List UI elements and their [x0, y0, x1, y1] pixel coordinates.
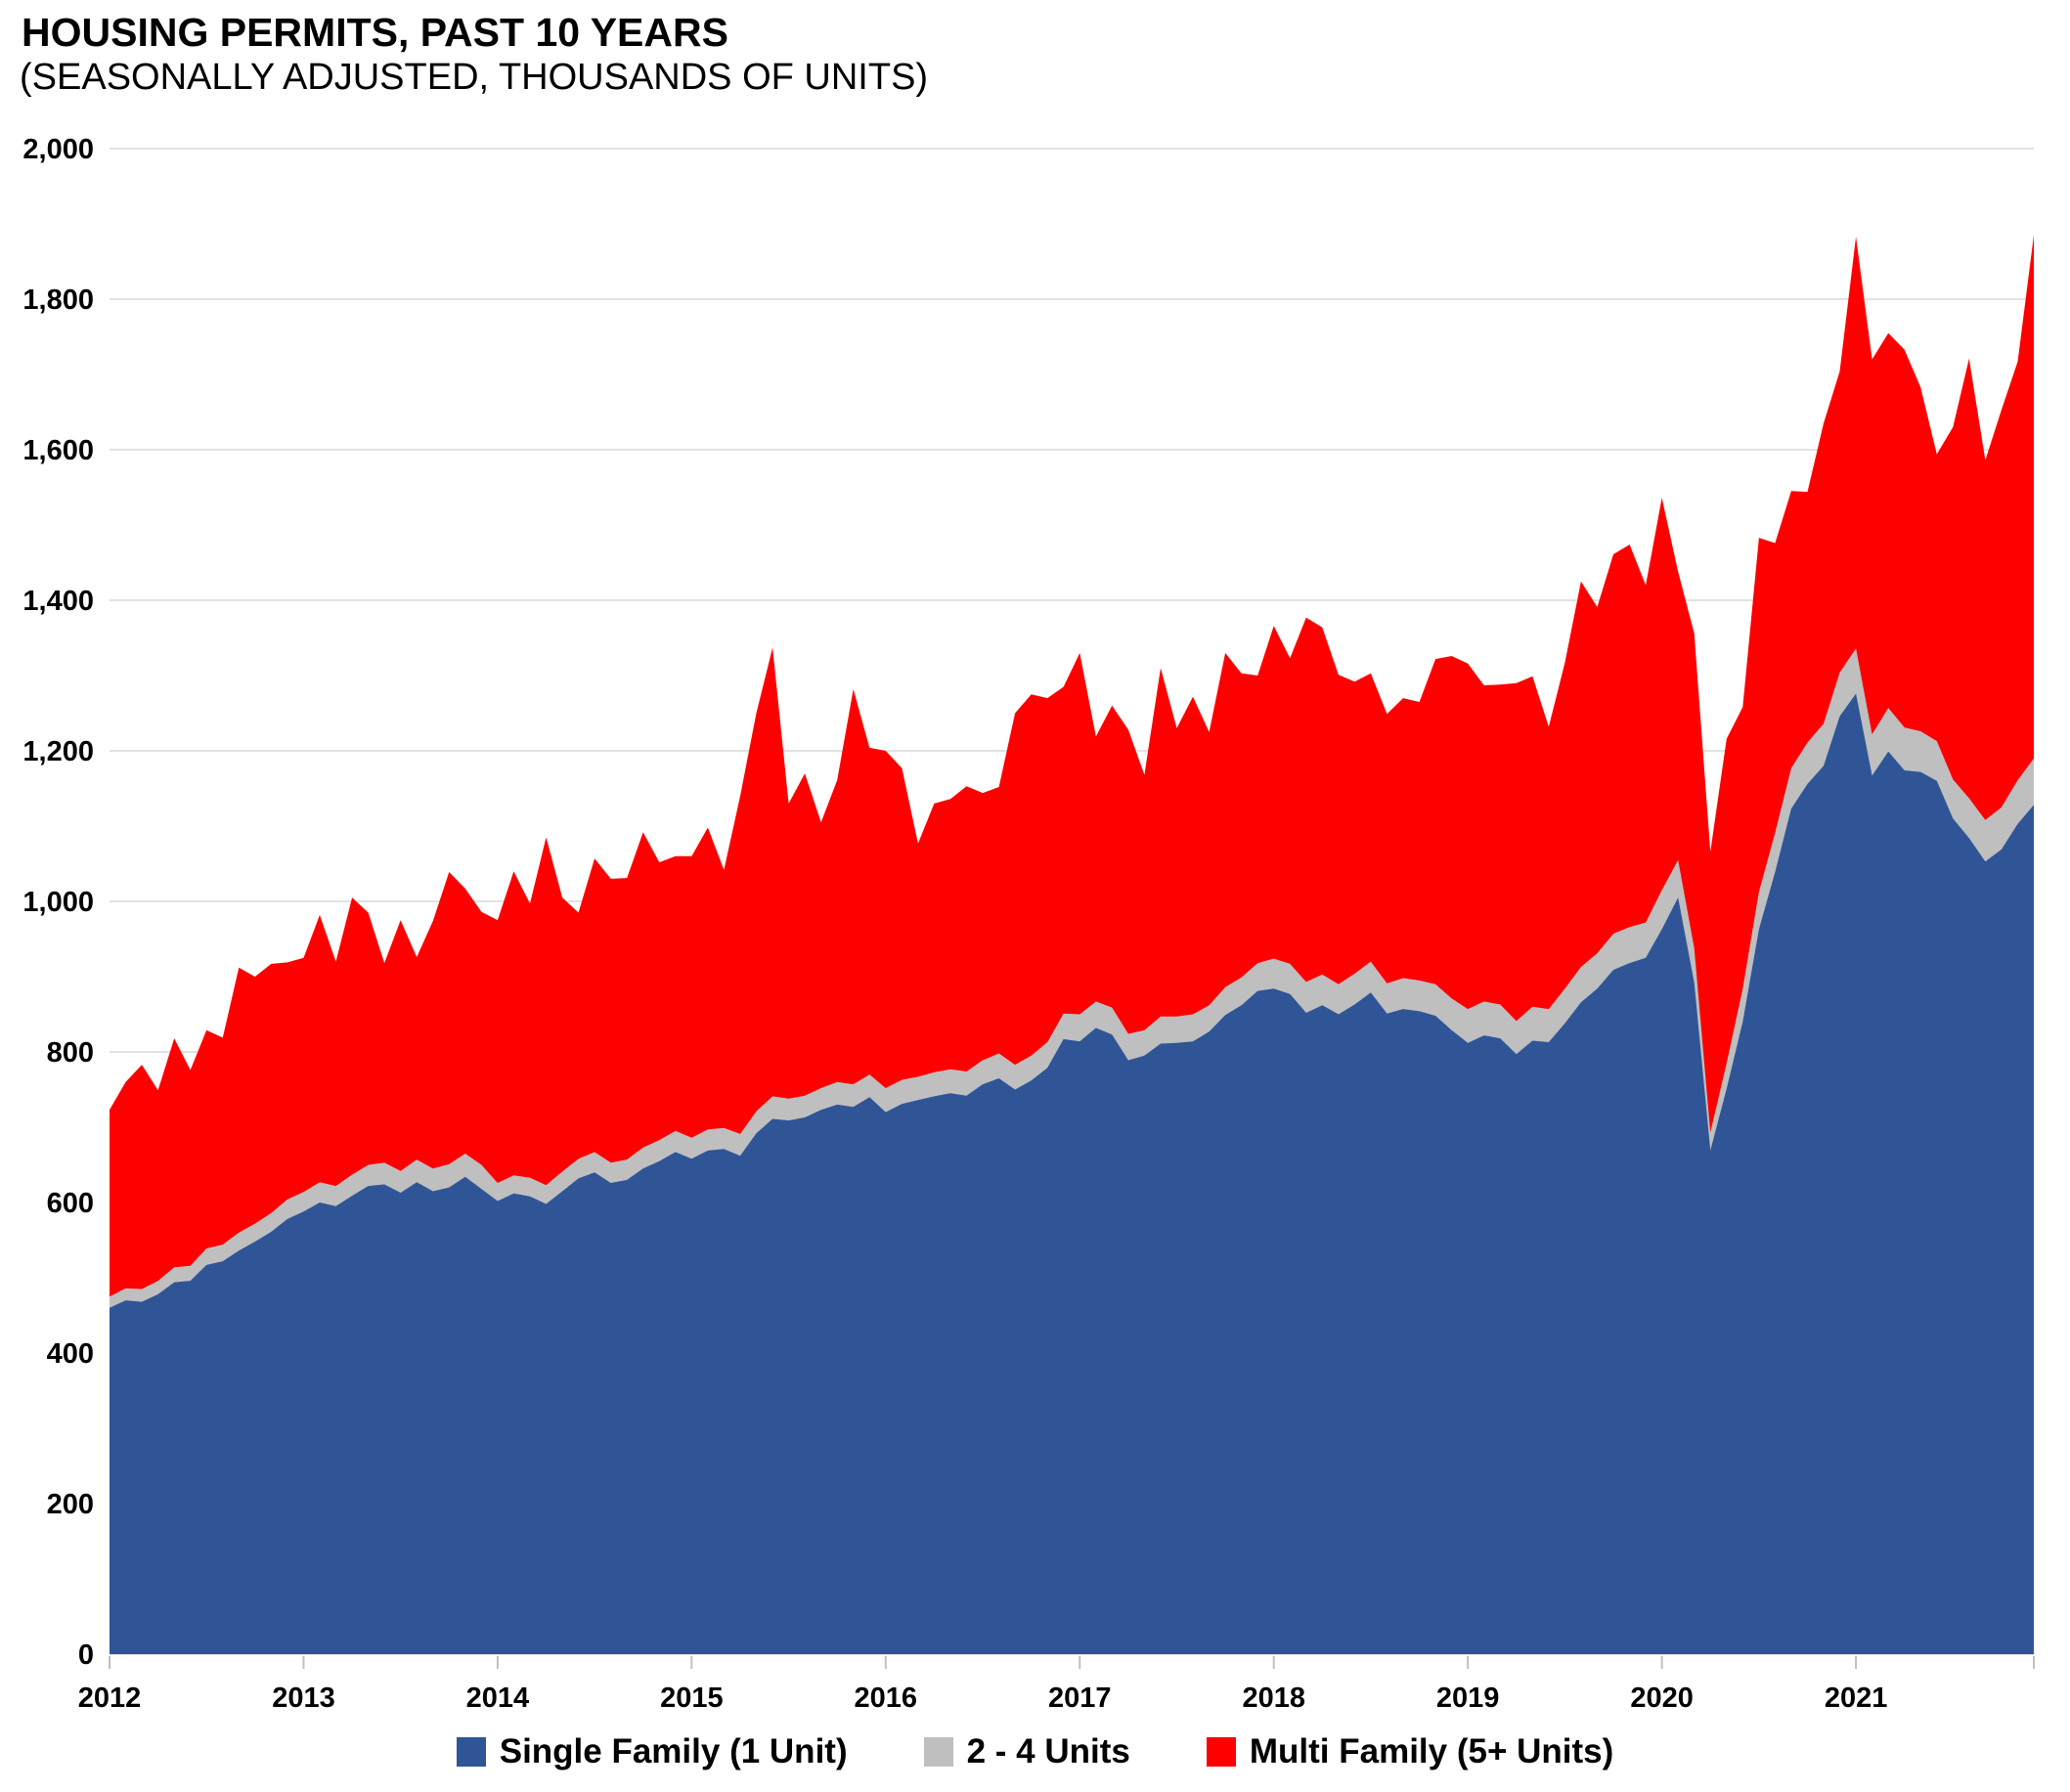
x-axis-tick-label: 2014	[466, 1683, 530, 1714]
x-axis-tick-label: 2012	[78, 1683, 142, 1714]
x-axis-tick-label: 2017	[1048, 1683, 1112, 1714]
axis-labels-layer: 0 200 400 600 800 1,000 1,200 1,400 1,600 1,800 2,…	[22, 134, 2035, 1714]
y-axis-tick-label: 0	[78, 1639, 94, 1671]
legend-label-multi-family: Multi Family (5+ Units)	[1249, 1732, 1614, 1770]
multi-family-swatch-icon	[1206, 1737, 1236, 1767]
single-family-swatch-icon	[456, 1737, 486, 1767]
x-axis-tick-label: 2018	[1242, 1683, 1305, 1714]
legend-label-single-family: Single Family (1 Unit)	[499, 1732, 848, 1770]
y-axis-tick-label: 800	[47, 1037, 94, 1069]
2-4-units-swatch-icon	[923, 1737, 953, 1767]
x-axis-tick-label: 2016	[855, 1683, 918, 1714]
legend-item-2-4-units: 2 - 4 Units	[923, 1732, 1130, 1771]
legend-item-single-family: Single Family (1 Unit)	[456, 1732, 848, 1771]
y-axis-tick-label: 1,600	[22, 435, 94, 466]
y-axis-tick-label: 400	[47, 1338, 94, 1370]
y-axis-tick-label: 200	[47, 1489, 94, 1520]
chart-title: HOUSING PERMITS, PAST 10 YEARS	[22, 10, 728, 55]
x-axis-tick-label: 2015	[660, 1683, 724, 1714]
x-axis-tick-label: 2013	[272, 1683, 335, 1714]
y-axis-tick-label: 1,200	[22, 736, 94, 767]
y-axis-tick-label: 600	[47, 1188, 94, 1219]
area-series-layer	[110, 235, 2034, 1654]
y-axis-tick-label: 1,800	[22, 284, 94, 316]
x-axis-tick-label: 2019	[1436, 1683, 1500, 1714]
chart-subtitle: (SEASONALLY ADJUSTED, THOUSANDS OF UNITS…	[20, 57, 929, 98]
chart-legend: Single Family (1 Unit) 2 - 4 Units Multi…	[0, 1732, 2070, 1771]
y-axis-tick-label: 1,400	[22, 586, 94, 617]
x-axis-tick-label: 2020	[1630, 1683, 1694, 1714]
y-axis-tick-label: 2,000	[22, 134, 94, 165]
legend-label-2-4-units: 2 - 4 Units	[966, 1732, 1130, 1770]
y-axis-tick-label: 1,000	[22, 887, 94, 918]
x-axis-tick-label: 2021	[1825, 1683, 1888, 1714]
area-single-family	[110, 693, 2034, 1654]
legend-item-multi-family: Multi Family (5+ Units)	[1206, 1732, 1614, 1771]
